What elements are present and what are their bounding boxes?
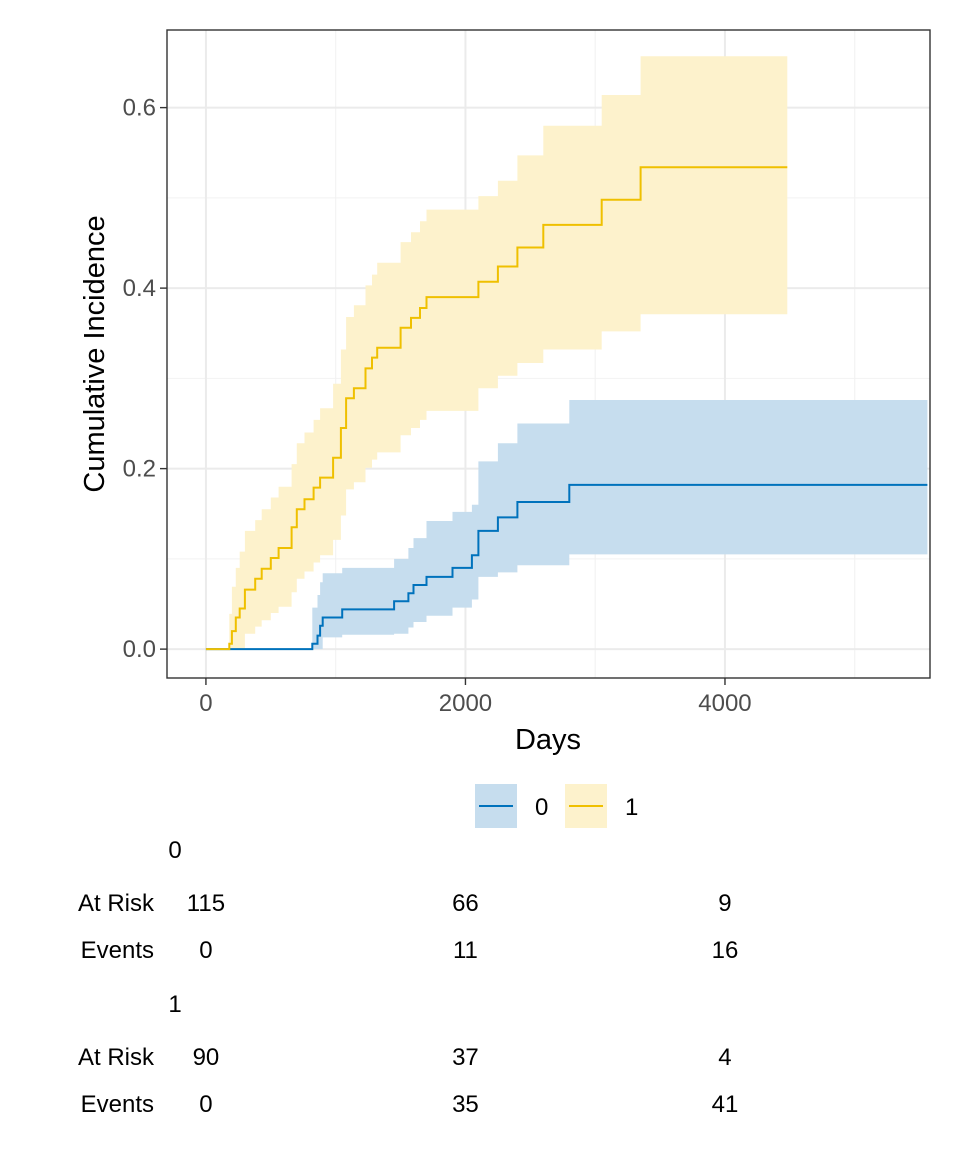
confidence-band-series-0 [205,400,928,650]
risk-cell: 0 [199,1091,213,1118]
legend-label: 0 [535,794,548,821]
x-tick-label: 4000 [698,690,751,717]
risk-cell: 35 [452,1091,479,1118]
incidence-line-series-0 [205,483,928,651]
y-tick-label: 0.6 [123,95,156,122]
risk-cell: 4 [718,1044,732,1071]
risk-cell: 11 [452,937,478,964]
y-tick-label: 0.2 [123,456,156,483]
y-axis-title: Cumulative Incidence [79,215,111,492]
cumulative-incidence-chart: 0 2000 4000 0.0 0.2 0.4 0.6 Days Cumulative I… [79,29,931,828]
y-tick-label: 0.4 [123,275,156,302]
incidence-line-series-1 [205,166,788,651]
risk-row-label: Events [80,1091,154,1118]
risk-row-label: At Risk [77,1044,154,1071]
risk-table: 0 At Risk 115 66 9 Events 0 11 16 1 At Risk 90 37 4 Ev… [0,820,960,1140]
plot-panel-border [166,29,931,679]
legend-label: 1 [625,794,638,821]
risk-cell: 0 [199,937,213,964]
confidence-band-series-1 [205,56,788,650]
x-tick-label: 2000 [439,690,492,717]
incidence-curves [205,166,928,651]
x-axis-title: Days [515,724,581,756]
risk-cell: 37 [452,1044,479,1071]
risk-cell: 16 [711,937,739,964]
risk-cell: 9 [718,890,732,917]
confidence-bands [205,56,928,650]
y-axis-ticks: 0.0 0.2 0.4 0.6 [123,95,167,663]
legend-item-1: 1 [565,784,638,828]
y-tick-label: 0.0 [123,636,156,663]
risk-row-label: Events [80,937,154,964]
risk-cell: 115 [186,890,226,917]
x-axis-ticks: 0 2000 4000 [199,678,752,717]
risk-group-title: 1 [168,991,182,1018]
risk-cell: 41 [711,1091,739,1118]
x-tick-label: 0 [199,690,212,717]
risk-cell: 90 [192,1044,220,1071]
risk-row-label: At Risk [77,890,154,917]
risk-group-title: 0 [168,837,182,864]
risk-cell: 66 [452,890,479,917]
legend-item-0: 0 [475,784,548,828]
